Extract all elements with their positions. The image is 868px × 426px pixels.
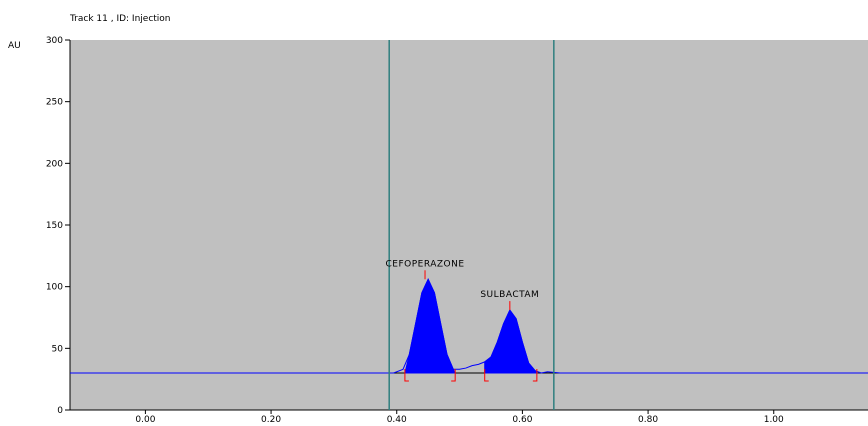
x-tick-label: 1.00 — [764, 415, 784, 425]
integration-bracket — [484, 369, 489, 382]
y-tick-label: 250 — [46, 98, 63, 108]
y-axis: 0 50 100 150 200 250 300 — [46, 36, 71, 416]
peaks-layer: CEFOPERAZONE SULBACTAM — [385, 259, 539, 382]
y-axis-label: AU — [8, 41, 21, 51]
peak-label: SULBACTAM — [480, 290, 539, 300]
y-tick-label: 50 — [52, 344, 64, 354]
y-tick-label: 0 — [57, 406, 63, 416]
trace-line — [70, 278, 868, 374]
x-tick-label: 0.40 — [387, 415, 407, 425]
integration-bracket — [451, 369, 456, 382]
y-tick-label: 200 — [46, 159, 63, 169]
x-tick-label: 0.60 — [512, 415, 532, 425]
x-tick-label: 0.80 — [638, 415, 658, 425]
x-tick-label: 0.00 — [135, 415, 155, 425]
y-tick-label: 150 — [46, 221, 63, 231]
x-tick-label: 0.20 — [261, 415, 281, 425]
x-axis: 0.00 0.20 0.40 0.60 0.80 1.00 — [70, 409, 868, 425]
peak-label: CEFOPERAZONE — [385, 259, 464, 269]
integration-bracket — [404, 369, 409, 382]
integration-bracket — [532, 369, 538, 382]
y-tick-label: 100 — [46, 283, 63, 293]
series-layer — [70, 278, 868, 374]
y-tick-label: 300 — [46, 36, 63, 46]
markers-layer — [388, 40, 555, 410]
plot-area — [70, 40, 868, 410]
track-title: Track 11 , ID: Injection — [69, 14, 171, 24]
